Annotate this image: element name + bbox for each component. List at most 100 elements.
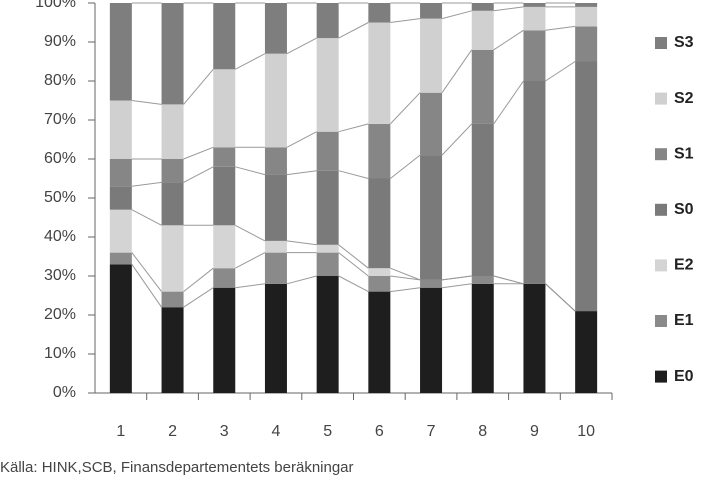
bar-segment <box>420 92 443 156</box>
connector <box>183 287 214 308</box>
bar-segment <box>316 276 339 393</box>
connector <box>390 287 421 293</box>
y-tick-label: 50% <box>44 189 76 206</box>
x-tick-label: 4 <box>271 423 280 440</box>
bar-segment <box>264 3 287 54</box>
x-tick-label: 9 <box>530 423 539 440</box>
connector <box>441 275 472 281</box>
connector <box>545 25 576 31</box>
bar-segment <box>471 10 494 50</box>
bar-segment <box>161 291 184 308</box>
legend-swatch <box>655 203 667 216</box>
bar-segment <box>575 311 598 393</box>
bar-segment <box>161 104 184 159</box>
connector <box>338 252 369 277</box>
bar-segment <box>523 3 546 7</box>
legend-label: S1 <box>674 145 694 162</box>
bar-segment <box>264 240 287 253</box>
legend-swatch <box>655 37 667 49</box>
x-tick-label: 3 <box>220 423 229 440</box>
bar-segment <box>368 276 391 292</box>
legend-label: S2 <box>674 90 694 107</box>
connector <box>545 61 576 82</box>
y-tick-label: 100% <box>35 0 76 11</box>
bar-segment <box>523 30 546 81</box>
connector <box>493 80 524 125</box>
connector <box>286 275 317 285</box>
bar-segment <box>161 3 184 105</box>
y-tick-label: 20% <box>44 306 76 323</box>
x-tick-label: 10 <box>577 423 595 440</box>
connector <box>131 100 162 105</box>
bar-segment <box>109 3 132 101</box>
connector <box>131 264 162 308</box>
connector <box>441 49 473 93</box>
bar-segment <box>420 279 443 288</box>
legend-swatch <box>655 315 667 327</box>
bar-segment <box>213 268 236 288</box>
bar-segment <box>523 283 546 393</box>
connector <box>390 275 421 281</box>
bar-segment <box>368 268 391 276</box>
y-tick-label: 0% <box>53 384 76 401</box>
connector <box>235 252 266 269</box>
y-tick-label: 70% <box>44 111 76 128</box>
bar-segment <box>368 123 391 179</box>
bar-segment <box>368 178 391 269</box>
x-tick-label: 1 <box>116 423 125 440</box>
bar-segment <box>368 22 391 124</box>
y-tick-label: 10% <box>44 345 76 362</box>
bar-segment <box>471 276 494 284</box>
connector <box>183 166 214 183</box>
connector <box>441 10 472 20</box>
bar-segment <box>264 283 287 393</box>
bar-segment <box>109 209 132 253</box>
y-tick-label: 40% <box>44 228 76 245</box>
legend-label: E0 <box>674 368 694 385</box>
x-tick-label: 5 <box>323 423 332 440</box>
bar-segment <box>471 123 494 277</box>
connector <box>390 267 421 281</box>
bar-segment <box>471 3 494 11</box>
connector <box>235 166 266 176</box>
bar-segment <box>471 283 494 393</box>
bar-segment <box>471 49 494 124</box>
bar-segment <box>213 287 236 393</box>
bar-segment <box>420 155 443 280</box>
bar-segment <box>213 225 236 269</box>
bar-segment <box>109 264 132 393</box>
x-tick-label: 8 <box>478 423 487 440</box>
bar-segment <box>420 18 443 93</box>
bar-segment <box>316 170 339 245</box>
bar-segment <box>420 3 443 19</box>
connector <box>235 53 266 70</box>
bar-segment <box>368 291 391 393</box>
connector <box>389 92 421 125</box>
legend-swatch <box>655 259 667 272</box>
bar-segment <box>316 252 339 276</box>
y-tick-label: 80% <box>44 72 76 89</box>
connector <box>235 283 266 289</box>
x-tick-label: 6 <box>375 423 384 440</box>
connector <box>338 22 369 39</box>
connector <box>545 283 576 312</box>
connector <box>183 267 214 292</box>
connector <box>131 181 162 187</box>
bar-segment <box>316 3 339 39</box>
connector <box>286 37 317 55</box>
x-tick-label: 7 <box>427 423 436 440</box>
y-tick-label: 90% <box>44 33 76 50</box>
bar-segment <box>161 225 184 292</box>
bar-segment <box>109 159 132 187</box>
bar-segment <box>213 3 236 70</box>
legend-swatch <box>655 92 667 105</box>
bar-segment <box>213 147 236 167</box>
bar-segment <box>575 61 598 312</box>
bar-segment <box>264 53 287 148</box>
bar-segment <box>316 38 339 132</box>
bar-segment <box>213 69 236 148</box>
connector <box>390 18 421 23</box>
bar-segment <box>316 131 339 171</box>
connector <box>338 244 369 269</box>
